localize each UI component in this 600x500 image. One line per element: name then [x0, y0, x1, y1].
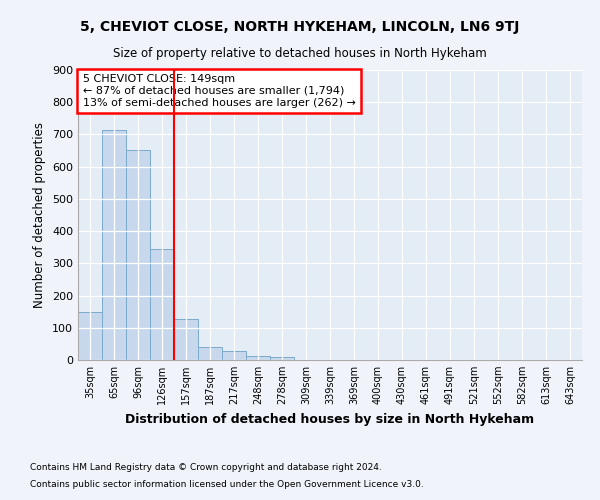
Bar: [174, 320, 198, 360]
Bar: [150, 250, 174, 360]
Bar: [78, 312, 102, 360]
Text: 5, CHEVIOT CLOSE, NORTH HYKEHAM, LINCOLN, LN6 9TJ: 5, CHEVIOT CLOSE, NORTH HYKEHAM, LINCOLN…: [80, 20, 520, 34]
Bar: [246, 356, 270, 360]
Text: Contains HM Land Registry data © Crown copyright and database right 2024.: Contains HM Land Registry data © Crown c…: [30, 464, 382, 472]
Text: 5 CHEVIOT CLOSE: 149sqm
← 87% of detached houses are smaller (1,794)
13% of semi: 5 CHEVIOT CLOSE: 149sqm ← 87% of detache…: [83, 74, 356, 108]
Bar: [198, 347, 222, 360]
Y-axis label: Number of detached properties: Number of detached properties: [34, 122, 46, 308]
Text: Contains public sector information licensed under the Open Government Licence v3: Contains public sector information licen…: [30, 480, 424, 489]
Bar: [222, 350, 246, 360]
Bar: [126, 150, 150, 360]
Text: Size of property relative to detached houses in North Hykeham: Size of property relative to detached ho…: [113, 48, 487, 60]
Bar: [102, 130, 126, 360]
X-axis label: Distribution of detached houses by size in North Hykeham: Distribution of detached houses by size …: [125, 412, 535, 426]
Bar: [270, 357, 294, 360]
